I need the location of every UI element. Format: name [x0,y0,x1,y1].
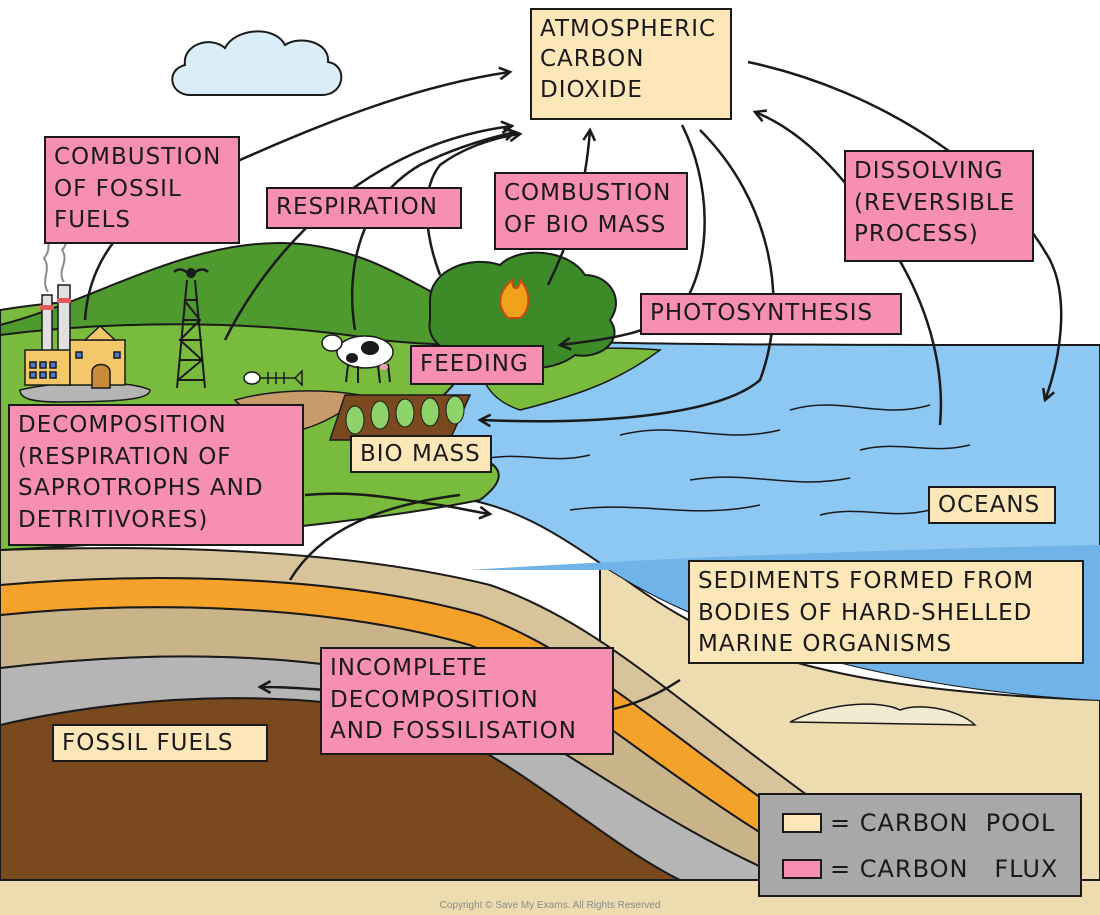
factory-icon [19,225,151,403]
arrow-fossil-formation [260,687,326,690]
label-combustion-biomass: COMBUSTION OF BIO MASS [494,172,688,250]
copyright-notice: Copyright © Save My Exams. All Rights Re… [439,900,661,911]
label-decomposition: DECOMPOSITION (RESPIRATION OF SAPROTROPH… [8,404,304,546]
arrow-respiration-cow [350,132,515,331]
legend-row-pool: = CARBON POOL [782,809,1055,837]
fish-skeleton-icon [243,369,303,387]
label-combustion-fossil-fuels: COMBUSTION OF FOSSIL FUELS [44,136,240,244]
oil-rig-icon [173,268,209,389]
legend-swatch-pool [782,813,822,833]
label-incomplete-decomposition: INCOMPLETE DECOMPOSITION AND FOSSILISATI… [320,647,614,755]
label-feeding: FEEDING [410,345,544,385]
ocean-waves [479,404,971,516]
seabed-mound [789,703,977,726]
label-atmospheric-co2: ATMOSPHERIC CARBON DIOXIDE [530,8,732,120]
label-sediments: SEDIMENTS FORMED FROM BODIES OF HARD-SHE… [688,560,1084,664]
label-oceans: OCEANS [928,486,1056,524]
arrow-decomposition [304,492,490,514]
label-dissolving: DISSOLVING (REVERSIBLE PROCESS) [844,150,1034,262]
label-respiration: RESPIRATION [266,187,462,229]
legend-row-flux: = CARBON FLUX [782,855,1058,883]
legend-pool-label: = CARBON POOL [830,809,1056,837]
label-photosynthesis: PHOTOSYNTHESIS [640,293,902,335]
arrow-feeding [480,129,775,421]
arrow-combustion-fossil [83,72,510,321]
crop-rows [345,395,465,435]
flame-icon [499,277,530,319]
label-biomass: BIO MASS [350,435,492,473]
cloud-icon [171,30,343,96]
arrow-respiration-rig [223,126,512,341]
cow-icon [321,334,394,384]
legend: = CARBON POOL = CARBON FLUX [758,793,1082,897]
legend-flux-label: = CARBON FLUX [830,855,1059,883]
label-fossil-fuels: FOSSIL FUELS [52,724,268,762]
legend-swatch-flux [782,859,822,879]
arrow-fossil-to-atmosphere [288,493,461,581]
arrow-respiration-trees [425,134,520,276]
